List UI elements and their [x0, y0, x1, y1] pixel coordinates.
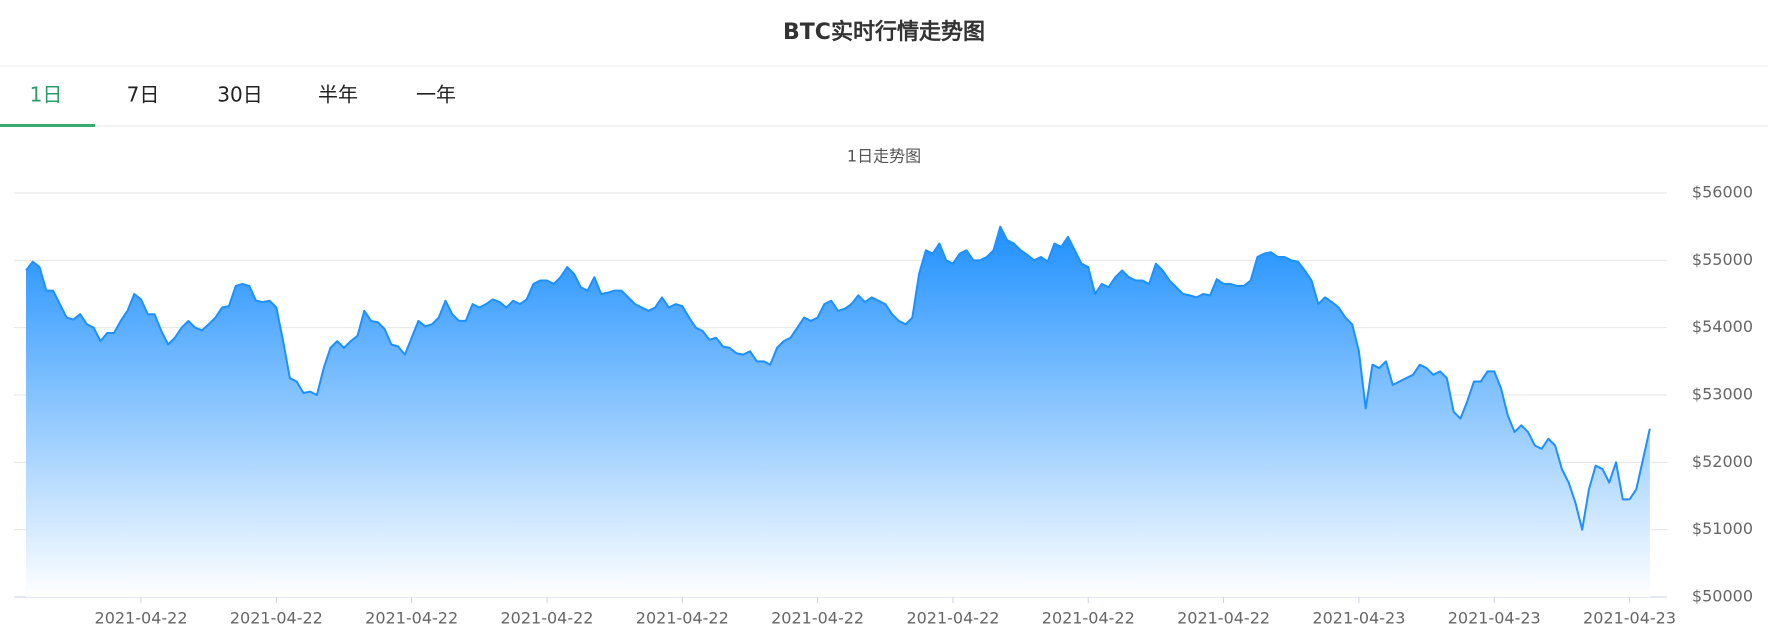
x-tick-label: 2021-04-22: [365, 609, 458, 628]
x-tick-label: 2021-04-22: [500, 609, 593, 628]
x-tick-label: 2021-04-23: [1312, 609, 1405, 628]
x-tick-label: 2021-04-22: [230, 609, 323, 628]
x-tick-label: 2021-04-22: [95, 609, 188, 628]
tab[interactable]: 半年: [318, 83, 358, 107]
chart-subtitle: 1日走势图: [847, 147, 921, 166]
plot: $50000 $51000 $52000 $53000 $54000 $55000 $560…: [14, 183, 1753, 628]
x-tick-label: 2021-04-22: [906, 609, 999, 628]
x-tick-label: 2021-04-22: [771, 609, 864, 628]
y-tick-label: $54000: [1692, 317, 1753, 336]
tab[interactable]: 一年: [416, 83, 456, 107]
x-tick-label: 2021-04-22: [1177, 609, 1270, 628]
x-tick-label: 2021-04-22: [636, 609, 729, 628]
y-tick-label: $51000: [1692, 519, 1753, 538]
y-tick-label: $52000: [1692, 452, 1753, 471]
page-title: BTC实时行情走势图: [783, 19, 985, 45]
area: [26, 226, 1650, 598]
price-line: [25, 225, 1651, 531]
x-tick-label: 2021-04-23: [1583, 609, 1676, 628]
active-tab-underline: [0, 124, 95, 127]
tab[interactable]: 1日: [30, 83, 63, 107]
y-tick-label: $55000: [1692, 250, 1753, 269]
tab[interactable]: 30日: [217, 83, 262, 107]
x-tick-label: 2021-04-23: [1448, 609, 1541, 628]
x-tick-label: 2021-04-22: [1042, 609, 1135, 628]
y-tick-label: $56000: [1692, 183, 1753, 202]
y-tick-label: $53000: [1692, 385, 1753, 404]
tab-bar: 1日 7日 30日 半年 一年: [0, 83, 456, 127]
y-tick-label: $50000: [1692, 587, 1753, 606]
tab[interactable]: 7日: [127, 83, 160, 107]
